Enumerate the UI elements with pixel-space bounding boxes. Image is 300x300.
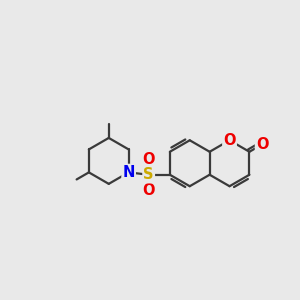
Text: O: O [256,137,268,152]
Text: O: O [142,152,155,167]
Text: O: O [142,182,155,197]
Text: S: S [143,167,154,182]
Text: O: O [223,133,236,148]
Text: N: N [122,165,135,180]
